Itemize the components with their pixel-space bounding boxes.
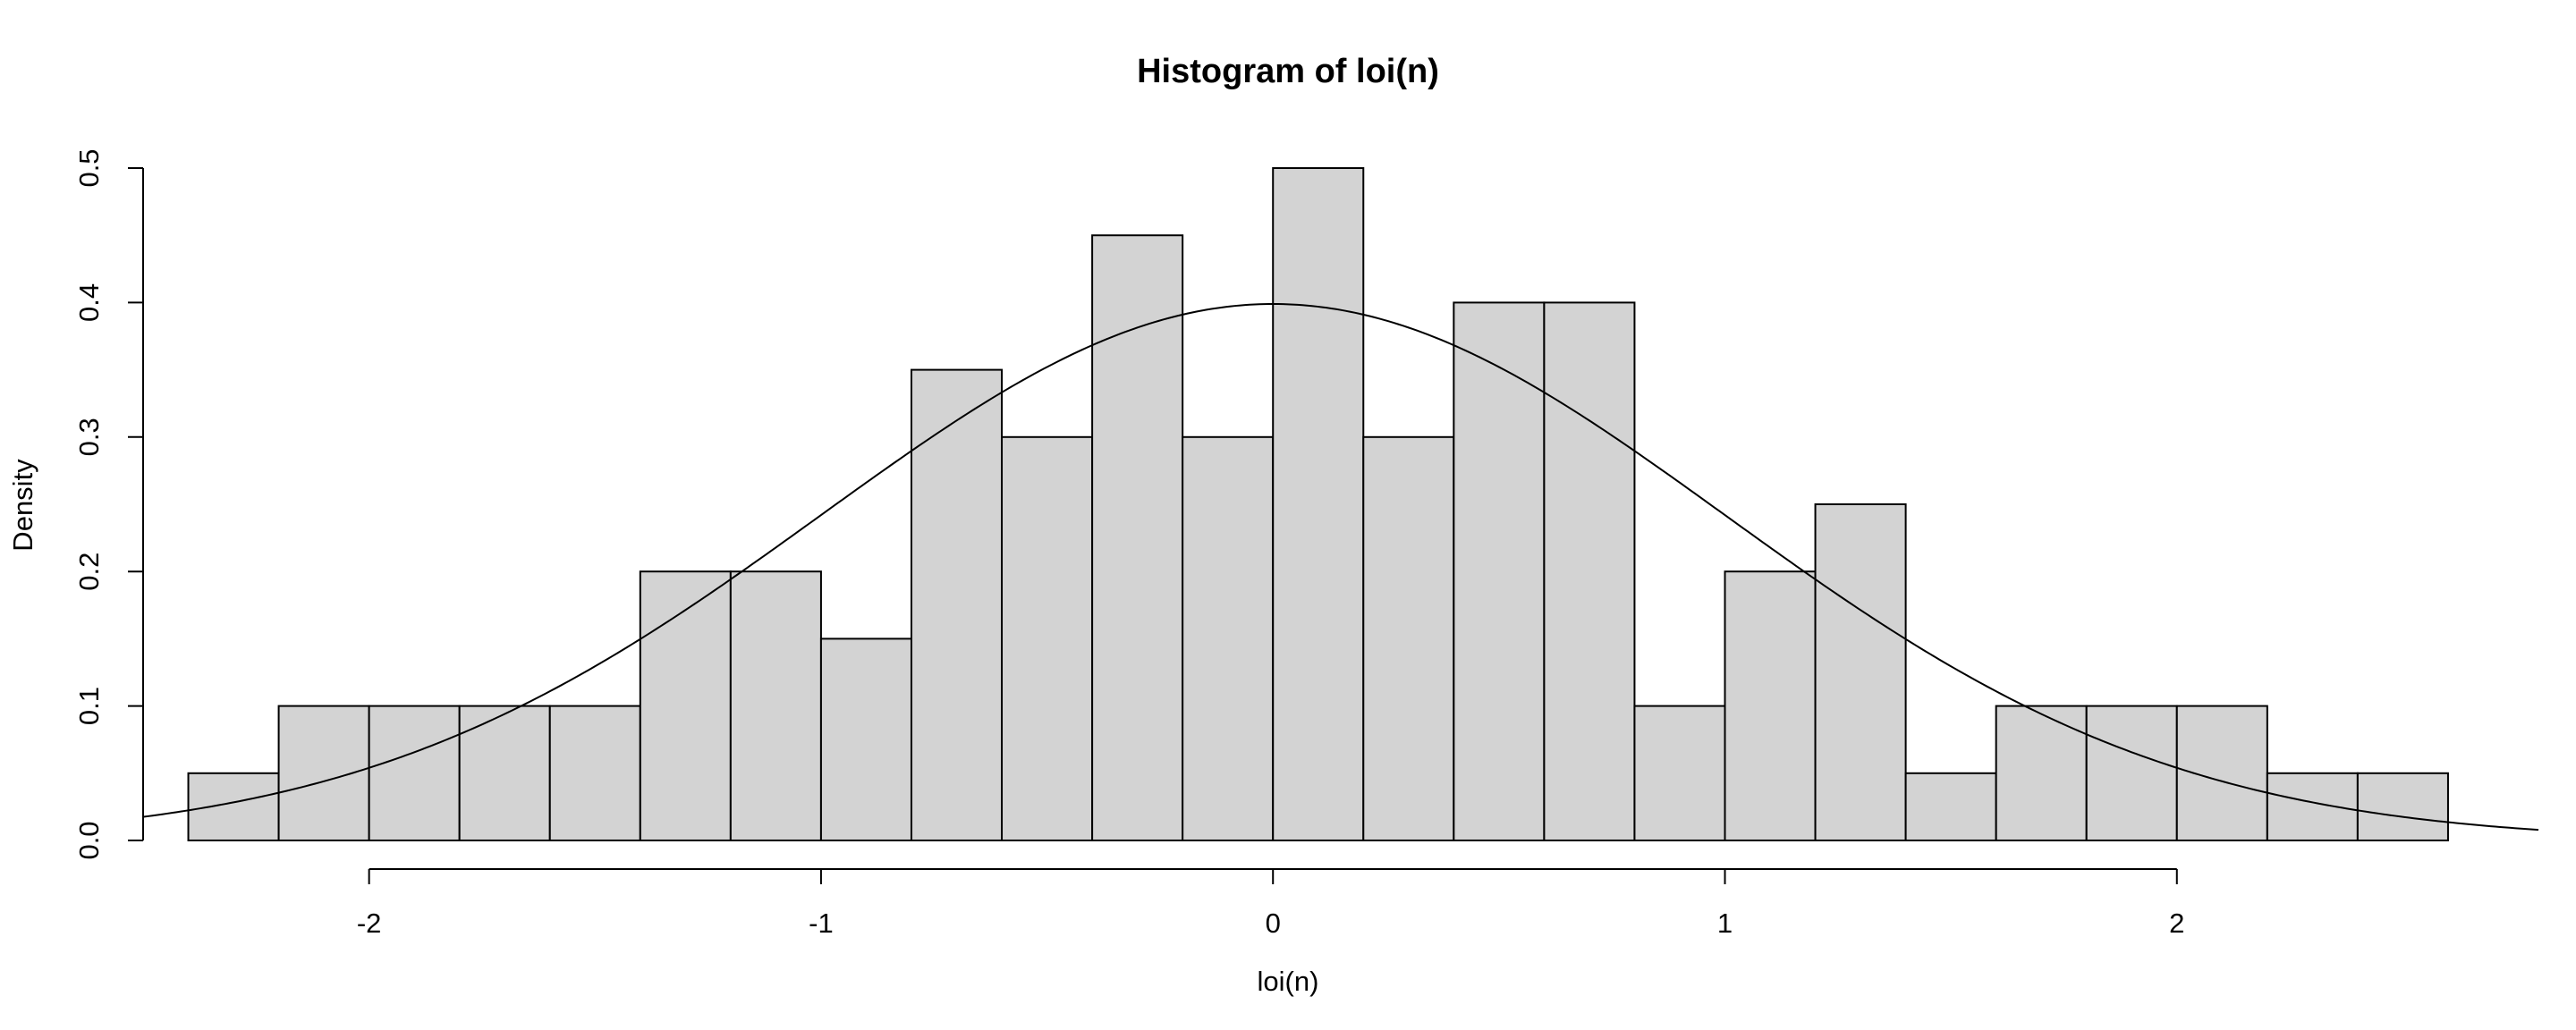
histogram-bar-0 <box>187 772 280 841</box>
histogram-bar-6 <box>729 570 822 841</box>
histogram-bar-15 <box>1543 301 1636 841</box>
histogram-bar-22 <box>2175 705 2268 841</box>
histogram-bar-12 <box>1272 167 1365 841</box>
x-tick-label-0: -2 <box>357 908 382 939</box>
histogram-bar-5 <box>639 570 732 841</box>
y-tick-label-3: 0.3 <box>73 418 105 456</box>
y-axis-label: Density <box>7 459 38 552</box>
histogram-bar-3 <box>458 705 551 841</box>
histogram-bar-9 <box>1001 435 1094 841</box>
x-tick-label-4: 2 <box>2169 908 2184 939</box>
y-tick-label-0: 0.0 <box>73 821 105 859</box>
histogram-bar-10 <box>1091 234 1184 841</box>
x-axis: -2 -1 0 1 2 <box>357 868 2184 939</box>
y-tick-label-5: 0.5 <box>73 148 105 187</box>
histogram-bar-17 <box>1724 570 1817 841</box>
histogram-bar-13 <box>1362 435 1455 841</box>
histogram-bar-19 <box>1904 772 1997 841</box>
histogram-bar-8 <box>910 368 1004 842</box>
y-tick-label-1: 0.1 <box>73 687 105 725</box>
histogram-bar-20 <box>1995 705 2088 841</box>
x-tick-label-1: -1 <box>809 908 834 939</box>
histogram-bar-2 <box>368 705 461 841</box>
histogram-bar-21 <box>2085 705 2178 841</box>
histogram-bar-1 <box>277 705 370 841</box>
histogram-bar-18 <box>1814 503 1907 841</box>
histogram-bar-16 <box>1633 705 1726 841</box>
histogram-bar-24 <box>2356 772 2449 841</box>
bars-layer <box>187 167 2449 842</box>
histogram-bar-14 <box>1453 301 1546 841</box>
x-tick-label-2: 0 <box>1266 908 1281 939</box>
histogram-bar-23 <box>2266 772 2359 841</box>
y-tick-label-2: 0.2 <box>73 553 105 591</box>
x-tick-label-3: 1 <box>1717 908 1733 939</box>
y-tick-label-4: 0.4 <box>73 283 105 322</box>
histogram-bar-4 <box>548 705 641 841</box>
histogram-bar-7 <box>819 637 912 842</box>
y-axis: 0.0 0.1 0.2 0.3 0.4 0.5 <box>73 148 144 860</box>
x-axis-label: loi(n) <box>1258 966 1319 997</box>
histogram-bar-11 <box>1182 435 1275 841</box>
normal-density-curve <box>142 302 2539 832</box>
chart-title: Histogram of loi(n) <box>1137 53 1439 90</box>
